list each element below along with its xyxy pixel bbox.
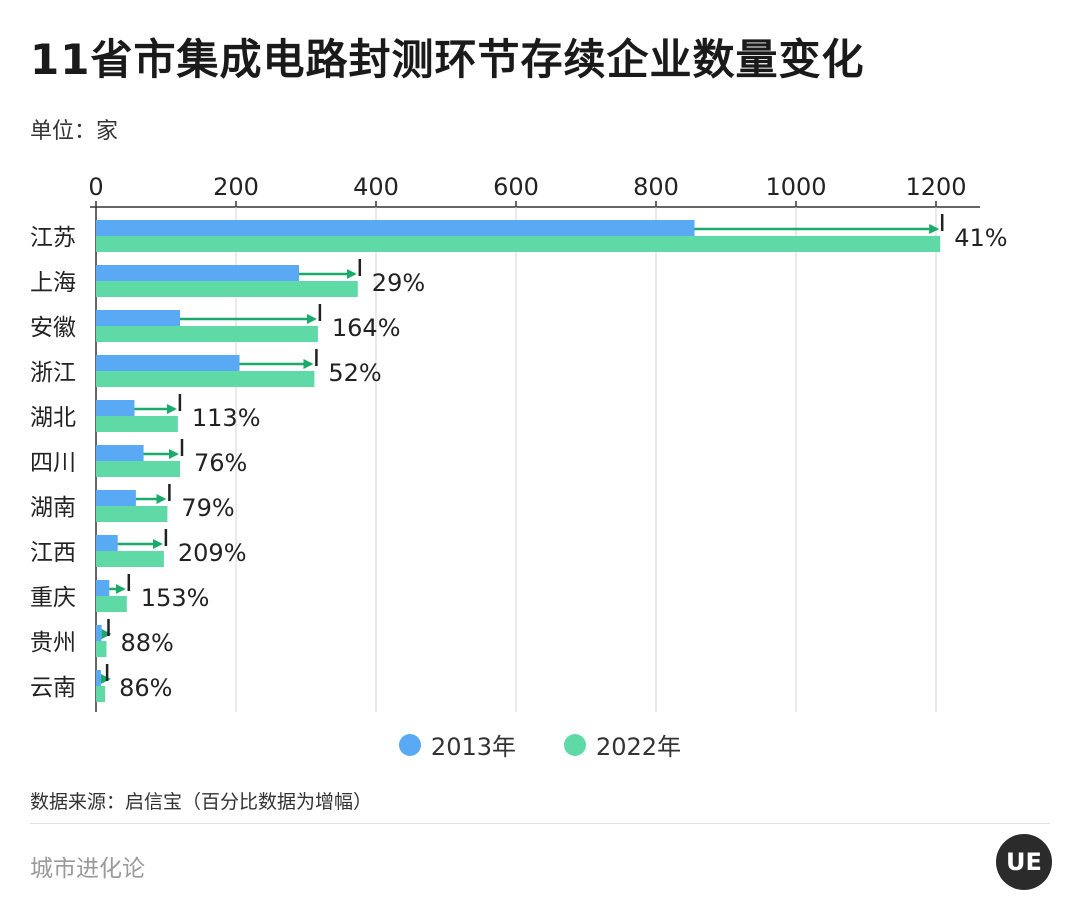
pct-label: 79% xyxy=(181,494,234,522)
pct-label: 52% xyxy=(328,359,381,387)
legend-dot-2022 xyxy=(564,733,586,756)
pct-label: 41% xyxy=(954,224,1007,252)
bar-2013 xyxy=(96,625,102,641)
pct-label: 88% xyxy=(121,629,174,657)
legend: 2013年 2022年 xyxy=(0,727,1080,762)
pct-label: 164% xyxy=(332,314,401,342)
pct-label: 153% xyxy=(141,584,210,612)
bar-2022 xyxy=(96,551,164,567)
bar-2013 xyxy=(96,265,299,281)
bar-2022 xyxy=(96,461,180,477)
bar-2013 xyxy=(96,220,695,236)
bar-2022 xyxy=(96,506,168,522)
x-tick-label: 200 xyxy=(213,173,259,201)
x-tick-label: 1200 xyxy=(905,173,966,201)
category-label: 浙江 xyxy=(30,360,76,386)
pct-label: 113% xyxy=(192,404,261,432)
category-label: 江西 xyxy=(30,540,76,566)
bar-2022 xyxy=(96,371,315,387)
bar-2013 xyxy=(96,310,180,326)
legend-item-2013: 2013年 xyxy=(398,727,516,762)
bar-2013 xyxy=(96,355,240,371)
brand-logo: UE xyxy=(996,834,1052,890)
legend-item-2022: 2022年 xyxy=(564,727,681,762)
legend-label-2013: 2013年 xyxy=(430,733,516,761)
bar-2022 xyxy=(96,686,106,702)
category-label: 贵州 xyxy=(30,630,76,656)
bar-2013 xyxy=(96,490,136,506)
x-tick-label: 600 xyxy=(493,173,539,201)
footer-divider xyxy=(30,823,1050,824)
category-label: 重庆 xyxy=(30,585,76,611)
brand-name: 城市进化论 xyxy=(30,856,145,882)
x-tick-label: 800 xyxy=(633,173,679,201)
legend-dot-2013 xyxy=(398,733,421,756)
category-label: 四川 xyxy=(30,450,76,476)
category-label: 安徽 xyxy=(30,315,76,341)
pct-label: 86% xyxy=(119,674,172,702)
category-label: 上海 xyxy=(30,270,76,296)
bar-2022 xyxy=(96,236,941,252)
bar-2022 xyxy=(96,281,358,297)
x-tick-label: 400 xyxy=(353,173,399,201)
category-label: 湖北 xyxy=(30,405,76,431)
category-label: 湖南 xyxy=(30,495,76,521)
bar-2022 xyxy=(96,596,127,612)
x-tick-label: 0 xyxy=(88,173,103,201)
unit-label: 单位：家 xyxy=(30,119,119,144)
x-tick-label: 1000 xyxy=(765,173,826,201)
bar-2013 xyxy=(96,580,110,596)
pct-label: 29% xyxy=(372,269,425,297)
bar-2013 xyxy=(96,670,101,686)
chart-title: 11省市集成电路封测环节存续企业数量变化 xyxy=(30,35,865,84)
bar-chart: 0 200 400 600 800 1000 1200 江苏 41% 上海 29% 安徽 164% 浙江 5… xyxy=(30,173,1008,712)
bar-2013 xyxy=(96,445,144,461)
bar-2013 xyxy=(96,400,135,416)
pct-label: 209% xyxy=(178,539,247,567)
pct-label: 76% xyxy=(194,449,247,477)
bar-2013 xyxy=(96,535,118,551)
bar-2022 xyxy=(96,326,318,342)
bar-2022 xyxy=(96,416,178,432)
category-label: 江苏 xyxy=(30,225,76,251)
source-note: 数据来源：启信宝（百分比数据为增幅） xyxy=(30,791,373,813)
growth-arrow xyxy=(101,629,112,639)
bar-2022 xyxy=(96,641,107,657)
legend-label-2022: 2022年 xyxy=(596,733,682,761)
category-label: 云南 xyxy=(30,675,76,701)
